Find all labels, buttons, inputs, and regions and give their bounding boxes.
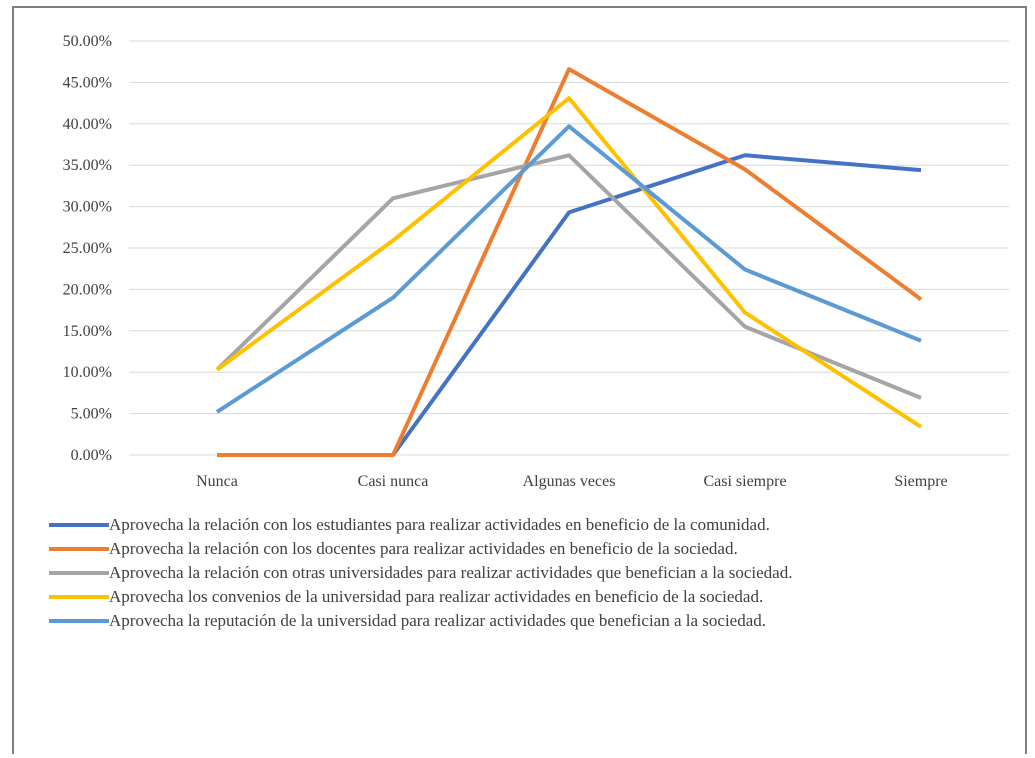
series-line-3 (215, 153, 922, 400)
legend-swatch (49, 547, 109, 551)
y-tick-label: 50.00% (63, 33, 112, 50)
x-axis-ticks: Nunca Casi nunca Algunas veces Casi siempre… (196, 473, 948, 490)
y-tick-label: 5.00% (71, 406, 112, 423)
legend-item-2: Aprovecha la relación con los docentes p… (49, 538, 1024, 559)
legend-label: Aprovecha la relación con los estudiante… (109, 515, 770, 534)
y-tick-label: 10.00% (63, 364, 112, 381)
series-lines (215, 67, 923, 457)
series-line-2 (217, 67, 923, 457)
legend-swatch (49, 571, 109, 575)
legend-label: Aprovecha la reputación de la universida… (109, 611, 767, 630)
gridlines (129, 40, 1009, 456)
legend-item-5: Aprovecha la reputación de la universida… (49, 610, 1024, 631)
legend-label: Aprovecha la relación con otras universi… (109, 563, 793, 582)
y-tick-label: 25.00% (63, 240, 112, 257)
legend-item-1: Aprovecha la relación con los estudiante… (49, 514, 1024, 535)
legend-swatch (49, 595, 109, 599)
series-line-1 (217, 153, 922, 457)
series-line-5 (215, 124, 922, 414)
x-tick-label: Siempre (894, 473, 947, 490)
y-tick-label: 40.00% (63, 116, 112, 133)
y-tick-label: 0.00% (71, 447, 112, 464)
legend-label: Aprovecha los convenios de la universida… (109, 587, 764, 606)
legend-item-4: Aprovecha los convenios de la universida… (49, 586, 1024, 607)
y-tick-label: 15.00% (63, 323, 112, 340)
x-tick-label: Casi siempre (703, 473, 786, 490)
y-axis-ticks: 0.00% 5.00% 10.00% 15.00% 20.00% 25.00% 30.00%… (63, 33, 112, 464)
chart-frame: 0.00% 5.00% 10.00% 15.00% 20.00% 25.00% 30.00%… (12, 6, 1027, 754)
line-chart: 0.00% 5.00% 10.00% 15.00% 20.00% 25.00% 30.00%… (63, 33, 1009, 490)
y-tick-label: 20.00% (63, 281, 112, 298)
y-tick-label: 30.00% (63, 199, 112, 216)
legend-item-3: Aprovecha la relación con otras universi… (49, 562, 1024, 583)
x-tick-label: Nunca (196, 473, 238, 490)
legend-label: Aprovecha la relación con los docentes p… (109, 539, 738, 558)
legend-swatch (49, 619, 109, 623)
y-tick-label: 45.00% (63, 74, 112, 91)
x-tick-label: Algunas veces (523, 473, 616, 490)
y-tick-label: 35.00% (63, 157, 112, 174)
series-line-4 (215, 96, 923, 429)
legend: Aprovecha la relación con los estudiante… (49, 514, 1024, 634)
x-tick-label: Casi nunca (358, 473, 429, 490)
legend-swatch (49, 523, 109, 527)
